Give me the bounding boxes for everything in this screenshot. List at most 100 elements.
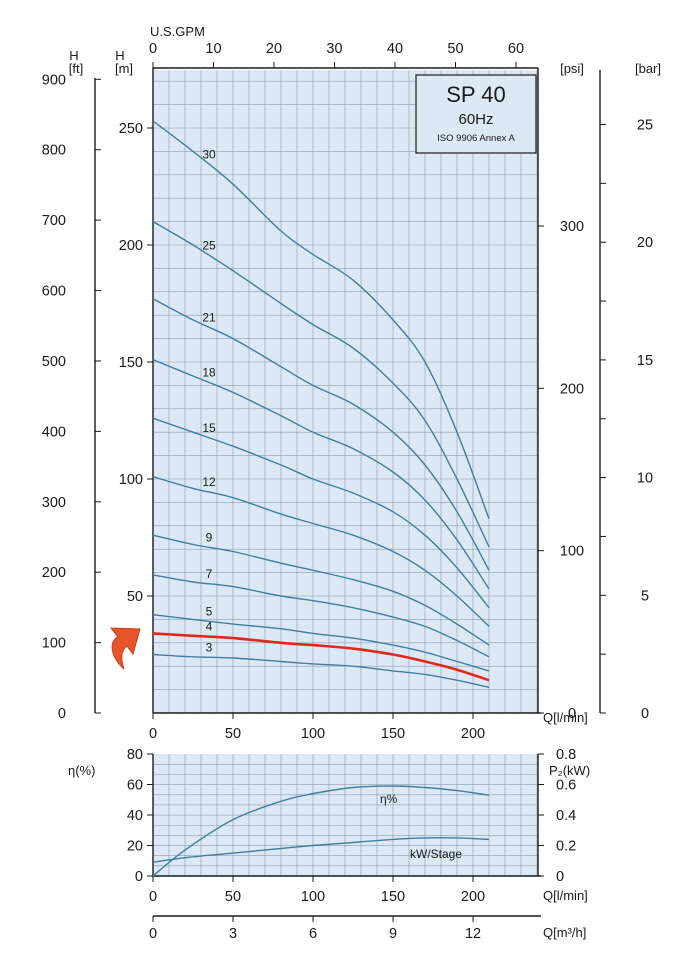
stage-curve-3 (152, 653, 490, 688)
stage-curve-9 (152, 534, 490, 646)
stage-curve-12 (152, 476, 490, 627)
ft-tick-label: 500 (42, 354, 66, 370)
psi-tick-label: 100 (560, 544, 584, 560)
stage-label-30: 30 (202, 148, 216, 162)
power-tick-label: 0.4 (556, 808, 576, 824)
stage-label-4: 4 (206, 620, 213, 634)
stage-curve-4 (152, 632, 490, 682)
power-tick-label: 0 (556, 869, 564, 885)
gpm-tick-label: 40 (387, 41, 403, 57)
highlight-arrow-icon (109, 627, 141, 670)
title-box: SP 40 60Hz ISO 9906 Annex A (415, 74, 537, 154)
stage-label-7: 7 (206, 567, 213, 581)
power-curves: η% kW/Stage (152, 785, 490, 877)
stage-curve-25 (152, 220, 490, 548)
gpm-tick-label: 60 (508, 41, 524, 57)
bar-tick-label: 20 (637, 235, 653, 251)
eff-tick-label: 20 (127, 839, 143, 855)
stage-curve-15 (152, 417, 490, 609)
x-tick-label-bottom: 0 (149, 889, 157, 905)
m-tick-label: 50 (127, 589, 143, 605)
gpm-tick-label: 30 (326, 41, 342, 57)
x-tick-label: 50 (225, 726, 241, 742)
stage-curve-21 (152, 298, 490, 571)
q-axis-title: Q[l/min] (543, 710, 588, 725)
head-curves: 30 25 21 18 15 12 9 7 5 4 3 (152, 120, 490, 688)
x-tick-label: 0 (149, 726, 157, 742)
curve-efficiency (152, 785, 490, 877)
psi-tick-label: 0 (568, 706, 576, 722)
bar-tick-label: 25 (637, 118, 653, 134)
stage-label-9: 9 (206, 530, 213, 544)
power-tick-label: 0.6 (556, 778, 576, 794)
chart-subtitle: 60Hz (458, 111, 493, 128)
gpm-tick-label: 50 (447, 41, 463, 57)
stage-label-25: 25 (202, 238, 216, 252)
eff-tick-label: 40 (127, 808, 143, 824)
m-tick-label: 150 (119, 355, 143, 371)
ft-tick-label: 900 (42, 72, 66, 88)
psi-axis-unit: [psi] (560, 61, 584, 76)
m-tick-label: 100 (119, 472, 143, 488)
x-tick-label-bottom: 150 (381, 889, 405, 905)
efficiency-curve-label: η% (380, 792, 398, 806)
m-axis-title: H (115, 48, 124, 63)
stage-label-12: 12 (202, 475, 216, 489)
stage-curve-5 (152, 614, 490, 672)
ft-tick-label: 700 (42, 213, 66, 229)
ft-tick-label: 600 (42, 284, 66, 300)
m-tick-label: 250 (119, 121, 143, 137)
eff-axis-title: η(%) (68, 763, 95, 778)
ft-tick-label: 300 (42, 495, 66, 511)
m3h-tick-label: 0 (149, 926, 157, 942)
psi-tick-label: 300 (560, 219, 584, 235)
ft-axis-title: H (69, 48, 78, 63)
stage-label-3: 3 (206, 640, 213, 654)
eff-tick-label: 80 (127, 747, 143, 763)
x-tick-label-bottom: 50 (225, 889, 241, 905)
x-tick-label-bottom: 100 (301, 889, 325, 905)
psi-tick-label: 200 (560, 381, 584, 397)
stage-label-18: 18 (202, 366, 216, 380)
stage-curve-18 (152, 359, 490, 590)
m3h-tick-label: 3 (229, 926, 237, 942)
m-axis-unit: [m] (115, 61, 133, 76)
ft-tick-label: 0 (58, 706, 66, 722)
power-tick-label: 0.2 (556, 839, 576, 855)
ft-tick-label: 200 (42, 565, 66, 581)
m3h-tick-label: 6 (309, 926, 317, 942)
m3h-tick-label: 9 (389, 926, 397, 942)
stage-label-5: 5 (206, 604, 213, 618)
bar-tick-label: 0 (641, 706, 649, 722)
q-axis-title-bottom: Q[l/min] (543, 888, 588, 903)
power-tick-label: 0.8 (556, 747, 576, 763)
chart-standard: ISO 9906 Annex A (437, 133, 515, 144)
bar-tick-label: 10 (637, 471, 653, 487)
m3h-axis-title: Q[m³/h] (543, 925, 586, 940)
power-curve-label: kW/Stage (410, 847, 462, 861)
x-tick-label: 100 (301, 726, 325, 742)
gpm-tick-label: 0 (149, 41, 157, 57)
ft-tick-label: 100 (42, 636, 66, 652)
bar-axis-unit: [bar] (635, 61, 661, 76)
gpm-tick-label: 20 (266, 41, 282, 57)
x-tick-label: 200 (461, 726, 485, 742)
m3h-tick-label: 12 (465, 926, 481, 942)
ft-tick-label: 800 (42, 143, 66, 159)
gpm-tick-label: 10 (205, 41, 221, 57)
eff-tick-label: 0 (135, 869, 143, 885)
chart-title: SP 40 (446, 82, 506, 107)
ft-axis-unit: [ft] (69, 61, 83, 76)
m-tick-label: 200 (119, 238, 143, 254)
bar-tick-label: 15 (637, 353, 653, 369)
power-axis-title: P₂(kW) (549, 763, 590, 778)
ft-tick-label: 400 (42, 424, 66, 440)
stage-curve-7 (152, 574, 490, 658)
curve-power (152, 836, 490, 863)
x-tick-label-bottom: 200 (461, 889, 485, 905)
gpm-axis-title: U.S.GPM (150, 24, 205, 39)
bar-tick-label: 5 (641, 588, 649, 604)
x-tick-label: 150 (381, 726, 405, 742)
power-grid (153, 754, 538, 876)
stage-label-21: 21 (202, 310, 216, 324)
